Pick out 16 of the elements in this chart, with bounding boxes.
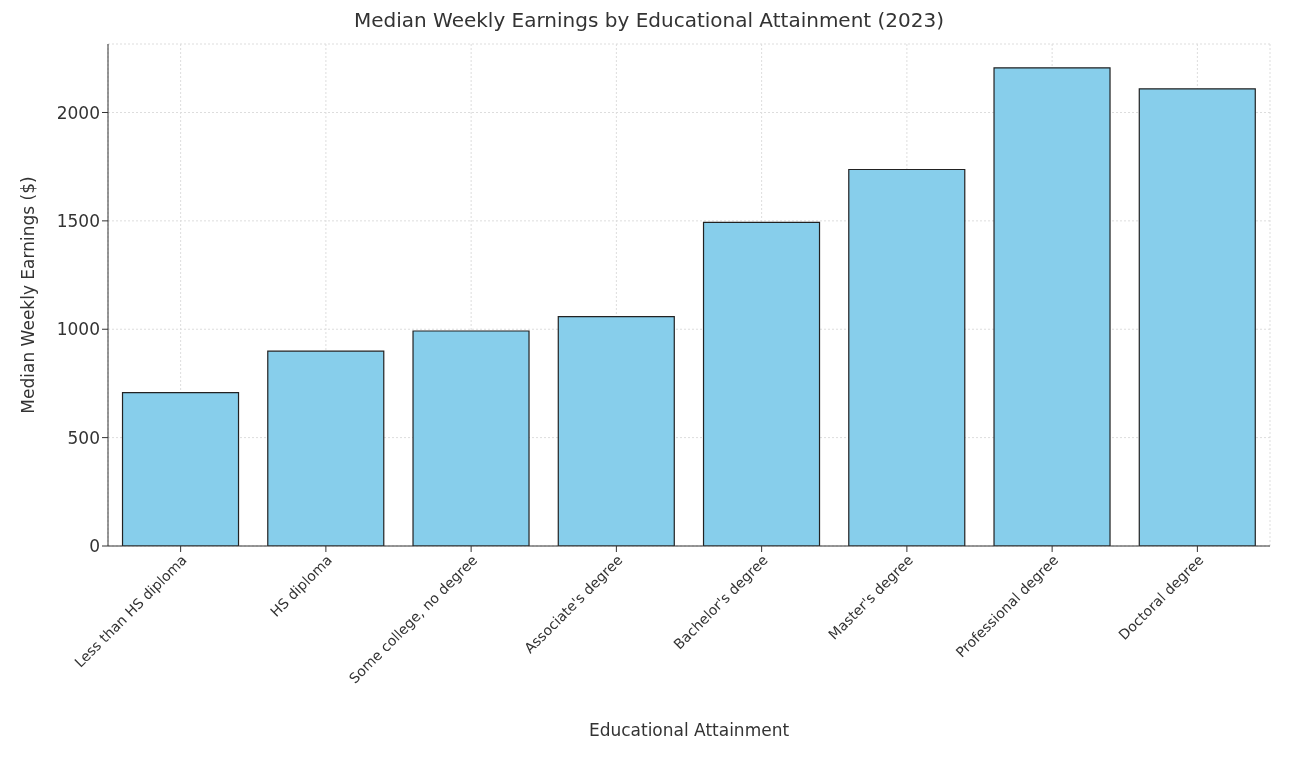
y-tick-label: 500: [67, 427, 100, 448]
bar: [121, 391, 240, 546]
chart-title: Median Weekly Earnings by Educational Attainment (2023): [352, 8, 946, 34]
y-tick-label: 1500: [56, 210, 100, 231]
bar: [1138, 88, 1256, 546]
y-tick-label: 1000: [56, 319, 100, 340]
y-tick-label: 2000: [56, 102, 100, 123]
bar: [557, 316, 675, 546]
y-tick-label: 0: [89, 536, 100, 557]
bar: [702, 221, 821, 546]
bar: [848, 168, 966, 546]
y-axis-title: Median Weekly Earnings ($): [18, 176, 39, 414]
bar: [412, 330, 530, 546]
bar: [993, 67, 1111, 546]
x-axis-title: Educational Attainment: [588, 720, 790, 740]
bar: [267, 350, 385, 546]
